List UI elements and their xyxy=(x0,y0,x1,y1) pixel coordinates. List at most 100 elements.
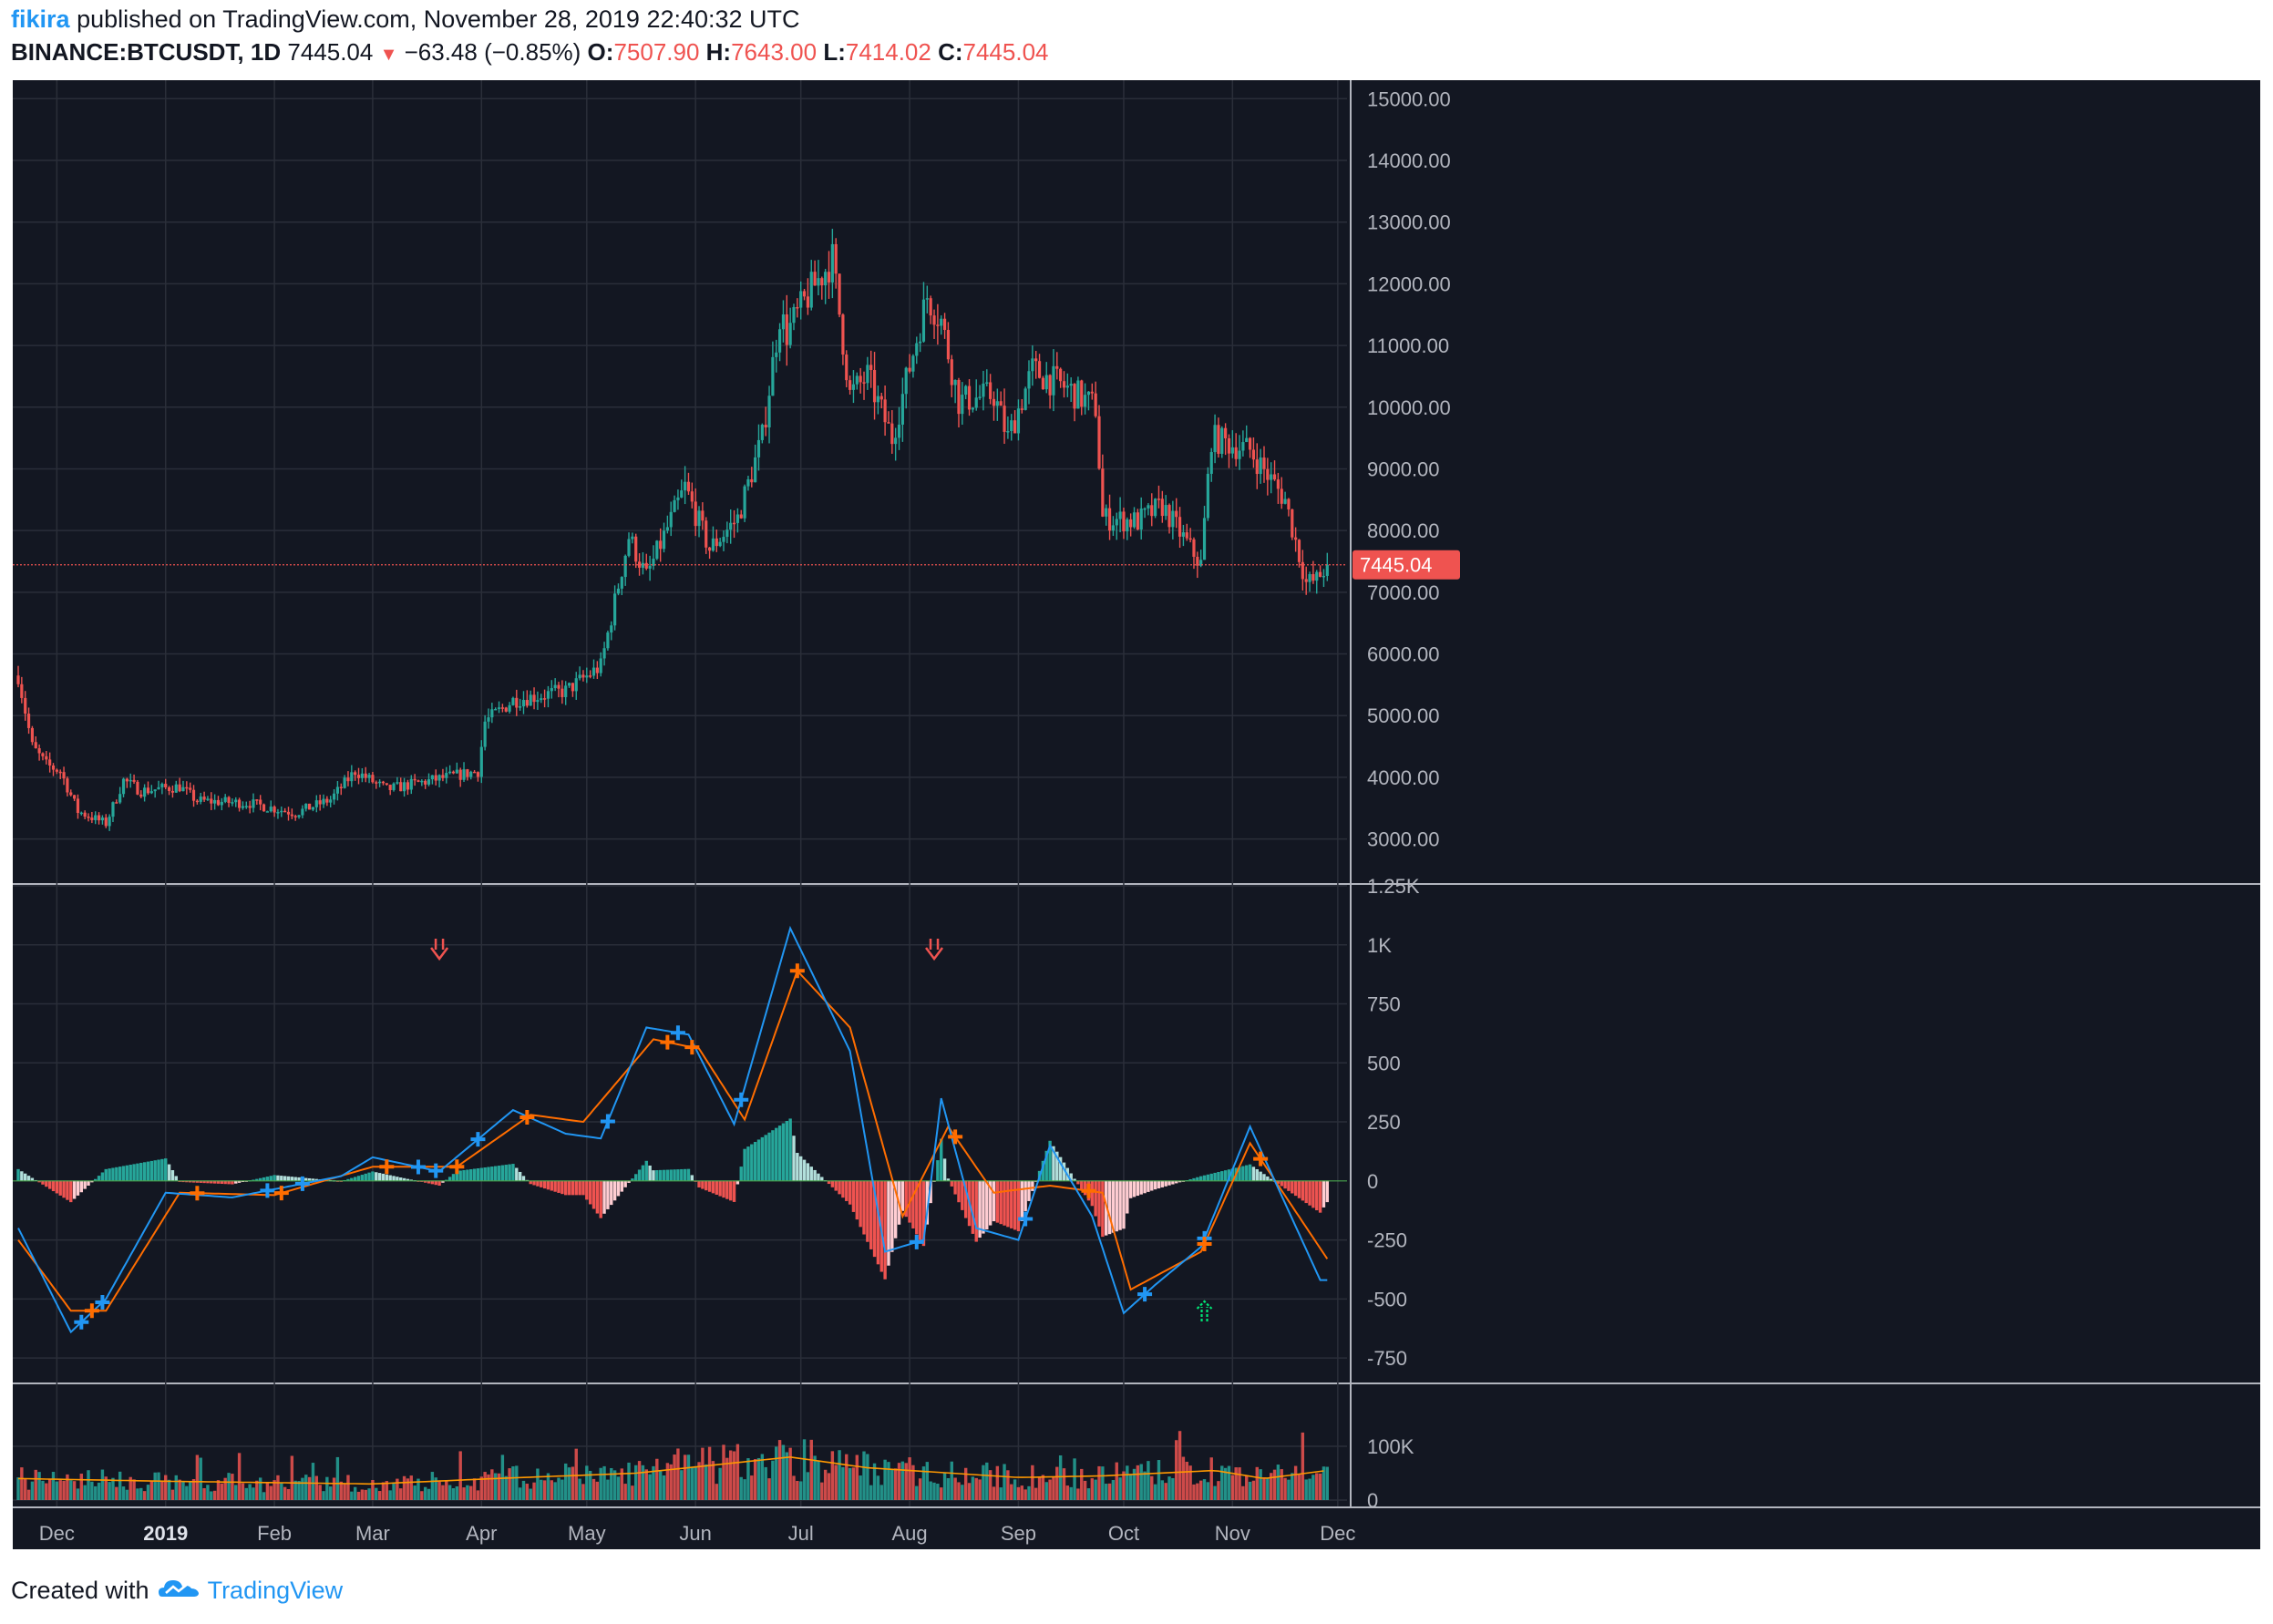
volume-bar xyxy=(676,1448,680,1500)
candle-body xyxy=(157,786,160,790)
volume-bar xyxy=(314,1475,319,1500)
candle-body xyxy=(989,382,993,399)
histogram-bar xyxy=(469,1168,473,1181)
volume-bar xyxy=(985,1462,989,1500)
histogram-bar xyxy=(458,1170,462,1181)
volume-bar xyxy=(157,1472,160,1500)
volume-bar xyxy=(115,1486,118,1500)
candle-body xyxy=(613,593,617,626)
histogram-bar xyxy=(360,1175,365,1181)
candle-body xyxy=(1154,499,1157,517)
volume-bar xyxy=(417,1478,420,1500)
histogram-bar xyxy=(1259,1171,1262,1181)
histogram-bar xyxy=(809,1167,813,1181)
candle-body xyxy=(1178,517,1182,537)
histogram-bar xyxy=(1251,1167,1256,1181)
candle-body xyxy=(220,801,223,806)
volume-bar xyxy=(711,1461,715,1500)
candle-body xyxy=(1318,571,1322,577)
histogram-bar xyxy=(1090,1180,1095,1207)
histogram-bar xyxy=(595,1180,600,1214)
candle-body xyxy=(490,709,494,718)
histogram-bar xyxy=(283,1176,287,1181)
histogram-bar xyxy=(1073,1178,1076,1181)
histogram-bar xyxy=(904,1180,908,1218)
candle-body xyxy=(971,407,974,410)
histogram-bar xyxy=(1230,1168,1235,1181)
candle-body xyxy=(1164,505,1167,517)
candle-body xyxy=(571,683,575,692)
volume-bar xyxy=(402,1475,406,1500)
histogram-bar xyxy=(992,1180,996,1222)
volume-bar xyxy=(90,1481,94,1500)
volume-bar xyxy=(567,1467,571,1500)
candle-body xyxy=(519,706,522,708)
histogram-bar xyxy=(929,1180,932,1204)
volume-bar xyxy=(557,1477,561,1500)
candle-body xyxy=(129,779,132,782)
volume-bar xyxy=(652,1465,655,1500)
candle-body xyxy=(725,529,729,538)
author-name[interactable]: fikira xyxy=(11,5,70,33)
histogram-bar xyxy=(1136,1180,1140,1197)
volume-bar xyxy=(371,1479,375,1500)
candle-body xyxy=(244,806,248,807)
volume-bar xyxy=(283,1486,287,1500)
candle-body xyxy=(500,707,504,709)
histogram-bar xyxy=(1188,1178,1192,1181)
volume-bar xyxy=(1107,1483,1112,1500)
volume-bar xyxy=(680,1470,684,1500)
volume-bar xyxy=(540,1479,543,1500)
histogram-bar xyxy=(87,1180,90,1186)
candle-body xyxy=(1220,427,1224,454)
histogram-bar xyxy=(1280,1180,1283,1187)
price-tick-label: 15000.00 xyxy=(1367,87,1451,110)
volume-bar xyxy=(1220,1465,1224,1500)
histogram-bar xyxy=(160,1158,164,1181)
histogram-bar xyxy=(136,1163,139,1181)
histogram-bar xyxy=(841,1180,845,1198)
histogram-bar xyxy=(483,1167,487,1181)
volume-bar xyxy=(848,1467,852,1500)
tradingview-brand[interactable]: TradingView xyxy=(207,1577,344,1604)
volume-bar xyxy=(72,1481,77,1500)
volume-bar xyxy=(511,1465,515,1500)
histogram-bar xyxy=(985,1180,989,1230)
volume-bar xyxy=(771,1460,775,1500)
histogram-bar xyxy=(1217,1172,1220,1181)
volume-bar xyxy=(525,1484,530,1500)
candle-body xyxy=(543,698,547,700)
volume-bar xyxy=(1227,1465,1231,1500)
candle-body xyxy=(332,793,336,800)
volume-bar xyxy=(276,1475,280,1500)
candle-body xyxy=(1006,431,1010,433)
histogram-bar xyxy=(581,1180,585,1196)
candle-body xyxy=(957,379,961,415)
volume-bar xyxy=(599,1467,602,1500)
cross-marker xyxy=(410,1159,426,1175)
volume-bar xyxy=(561,1479,564,1500)
histogram-bar xyxy=(476,1167,480,1181)
histogram-bar xyxy=(1006,1180,1010,1228)
candle-body xyxy=(16,675,20,684)
candle-body xyxy=(1059,368,1063,382)
candle-body xyxy=(900,394,904,425)
candle-body xyxy=(623,555,627,578)
volume-bar xyxy=(188,1481,192,1500)
cross-marker xyxy=(660,1034,675,1050)
histogram-bar xyxy=(655,1170,659,1181)
candle-body xyxy=(1185,532,1188,539)
histogram-bar xyxy=(1122,1180,1126,1229)
candle-body xyxy=(185,786,189,789)
histogram-bar xyxy=(869,1180,873,1249)
candle-body xyxy=(210,798,213,804)
candle-body xyxy=(1301,561,1304,580)
histogram-bar xyxy=(1143,1180,1147,1194)
volume-bar xyxy=(872,1463,877,1500)
histogram-bar xyxy=(953,1180,957,1195)
volume-bar xyxy=(377,1491,382,1500)
candle-body xyxy=(585,675,589,678)
volume-bar xyxy=(111,1477,115,1500)
volume-bar xyxy=(974,1477,978,1500)
